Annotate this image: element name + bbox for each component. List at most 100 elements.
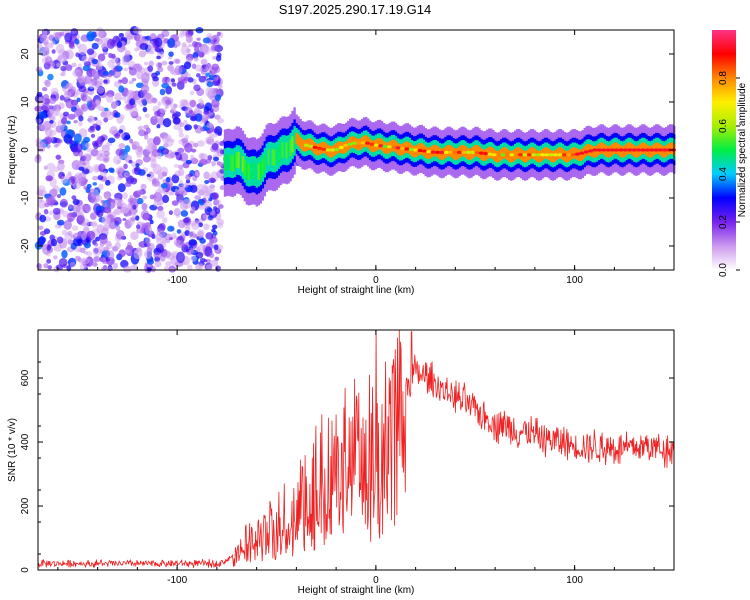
- spectrogram-noise-cell: [113, 80, 122, 88]
- spectrogram-ridge-cell: [241, 156, 245, 173]
- spectrogram-noise-cell: [158, 230, 166, 238]
- spectrogram-ridge-cell: [265, 150, 268, 167]
- spectrogram-noise-cell: [57, 55, 67, 63]
- spectrogram-noise-cell: [202, 37, 211, 44]
- spectrogram-noise-cell: [168, 61, 174, 65]
- spectrogram-noise-cell: [86, 230, 96, 241]
- spectrogram-noise-cell: [144, 225, 153, 235]
- spectrogram-noise-cell: [56, 194, 62, 199]
- spectrogram-noise-cell: [131, 144, 138, 151]
- spectrogram-noise-cell: [96, 64, 103, 71]
- spectrogram-ridge-cell: [649, 146, 652, 158]
- spectrogram-noise-cell: [114, 132, 120, 139]
- spectrogram-xlabel: Height of straight line (km): [298, 285, 415, 296]
- spectrogram-ridge-cell: [621, 146, 624, 158]
- spectrogram-ridge-cell: [657, 142, 660, 155]
- spectrogram-ridge-cell: [587, 143, 590, 156]
- spectrogram-noise-cell: [104, 207, 111, 214]
- spectrogram-ridge-cell: [510, 150, 513, 163]
- spectrogram-peak-cell: [491, 153, 497, 157]
- spectrogram-noise-cell: [179, 30, 185, 35]
- spectrogram-ridge-cell: [351, 136, 354, 148]
- spectrogram-noise-cell: [46, 258, 52, 264]
- spectrogram-noise-cell: [48, 97, 57, 105]
- spectrogram-peak-cell: [526, 153, 532, 157]
- spectrogram-noise-cell: [164, 238, 171, 244]
- spectrogram-noise-cell: [171, 82, 177, 87]
- spectrogram-peak-cell: [535, 153, 541, 157]
- spectrogram-noise-cell: [219, 168, 225, 174]
- spectrogram-noise-cell: [197, 263, 204, 270]
- spectrogram-ridge-cell: [635, 146, 638, 158]
- spectrogram-peak-cell: [317, 146, 322, 150]
- spectrogram-noise-cell: [156, 55, 161, 60]
- spectrogram-noise-cell: [167, 37, 176, 48]
- spectrogram-noise-cell: [208, 252, 215, 259]
- spectrogram-noise-cell: [107, 59, 115, 68]
- spectrogram-noise-cell: [114, 92, 122, 102]
- spectrogram-noise-cell: [195, 73, 201, 78]
- spectrogram-ridge-cell: [358, 138, 362, 151]
- spectrogram-noise-cell: [194, 219, 201, 224]
- spectrogram-noise-cell: [124, 99, 130, 105]
- spectrogram-noise-cell: [183, 120, 188, 126]
- spectrogram-noise-cell: [145, 144, 154, 152]
- spectrogram-noise-cell: [148, 60, 154, 67]
- spectrogram-ridge-cell: [529, 147, 533, 159]
- spectrogram-peak-cell: [614, 148, 620, 152]
- spectrogram-noise-cell: [210, 44, 218, 52]
- spectrogram-peak-cell: [426, 149, 432, 154]
- spectrogram-noise-cell: [98, 183, 104, 191]
- spectrogram-noise-cell: [44, 79, 51, 88]
- spectrogram-noise-cell: [37, 225, 44, 231]
- spectrogram-ridge-cell: [643, 142, 646, 155]
- spectrogram-noise-cell: [75, 143, 83, 153]
- spectrogram-noise-cell: [213, 156, 219, 162]
- spectrogram-noise-cell: [102, 70, 109, 76]
- spectrogram-noise-cell: [213, 244, 219, 250]
- spectrogram-noise-cell: [185, 34, 193, 44]
- spectrogram-noise-cell: [66, 212, 76, 222]
- spectrogram-noise-cell: [80, 232, 88, 240]
- spectrogram-ridge-cell: [508, 150, 511, 162]
- spectrogram-noise-cell: [173, 124, 182, 131]
- spectrogram-noise-cell: [95, 236, 101, 242]
- spectrogram-noise-cell: [146, 267, 152, 272]
- spectrogram-noise-cell: [43, 136, 53, 145]
- spectrogram-ridge-cell: [229, 154, 233, 172]
- spectrogram-peak-cell: [347, 142, 353, 146]
- spectrogram-peak-cell: [487, 152, 493, 156]
- spectrogram-ridge-cell: [295, 132, 298, 145]
- spectrogram-noise-cell: [50, 40, 56, 46]
- spectrogram-noise-cell: [127, 210, 133, 216]
- spectrogram-ridge-cell: [641, 142, 644, 154]
- spectrogram-noise-cell: [144, 61, 149, 66]
- spectrogram-noise-cell: [115, 225, 121, 231]
- spectrogram-noise-cell: [124, 50, 131, 57]
- spectrogram-noise-cell: [142, 106, 148, 113]
- spectrogram-peak-cell: [413, 148, 419, 152]
- spectrogram-ridge-cell: [315, 143, 318, 156]
- spectrogram-noise-cell: [181, 243, 186, 248]
- spectrogram-noise-cell: [196, 37, 201, 41]
- spectrogram-noise-cell: [165, 139, 174, 147]
- spectrogram-ridge-cell: [454, 148, 457, 161]
- spectrogram-noise-cell: [82, 65, 91, 72]
- spectrogram-noise-cell: [178, 132, 185, 138]
- spectrogram-noise-cell: [113, 112, 121, 118]
- spectrogram-noise-cell: [134, 47, 139, 52]
- spectrogram-noise-cell: [209, 259, 219, 267]
- spectrogram-noise-cell: [72, 69, 82, 78]
- spectrogram-noise-cell: [214, 125, 223, 136]
- spectrogram-peak-cell: [570, 153, 576, 157]
- spectrogram-noise-cell: [78, 85, 87, 93]
- spectrogram-peak-cell: [465, 150, 471, 154]
- spectrogram-ridge-cell: [593, 146, 596, 158]
- spectrogram-ridge-cell: [517, 147, 521, 159]
- spectrogram-peak-cell: [404, 147, 410, 151]
- colorbar-gradient: [712, 30, 736, 270]
- spectrogram-noise-cell: [50, 238, 58, 247]
- spectrogram-noise-cell: [118, 143, 126, 149]
- spectrogram-noise-cell: [112, 262, 119, 270]
